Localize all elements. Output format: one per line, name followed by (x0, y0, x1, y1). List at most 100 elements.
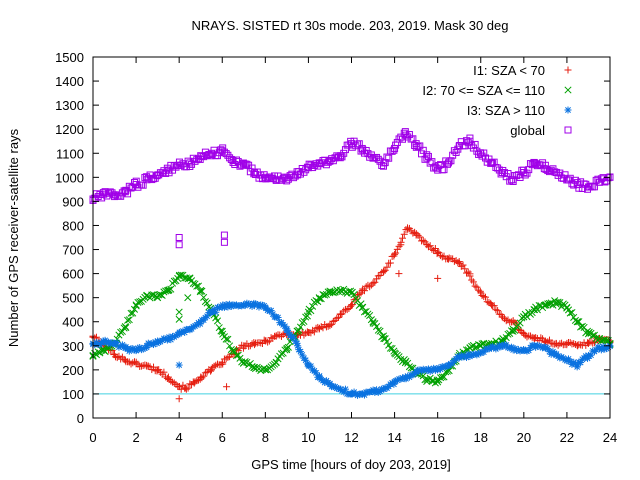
x-tick-label: 10 (301, 430, 315, 445)
outliers-i1 (175, 270, 442, 403)
y-tick-label: 100 (62, 387, 84, 402)
trace-point (262, 366, 270, 374)
trace-point (435, 249, 443, 257)
trace-point (130, 305, 139, 313)
trace-point (545, 336, 553, 344)
trace-point (232, 352, 241, 360)
trace-point (156, 290, 164, 299)
trace-point (468, 276, 476, 284)
y-axis-label: Number of GPS receiver-satellite rays (6, 128, 21, 347)
trace-point (234, 351, 242, 359)
trace-point (507, 318, 515, 326)
trace-point (482, 293, 490, 301)
trace-point (143, 361, 151, 369)
trace-point (385, 154, 393, 162)
trace-point (296, 323, 305, 331)
outlier-point (220, 231, 228, 239)
trace-point (333, 314, 341, 322)
trace-point (492, 306, 500, 314)
trace-point (355, 290, 363, 298)
trace-point (329, 317, 337, 325)
legend-item-i2: I2: 70 <= SZA <= 110 (422, 83, 572, 98)
trace-point (381, 266, 389, 274)
trace-point (366, 283, 374, 291)
trace-point (433, 376, 441, 384)
trace-point (200, 372, 208, 380)
trace-point (386, 259, 394, 267)
legend-item-global: global (510, 123, 572, 138)
outlier-point (434, 274, 442, 282)
trace-point (464, 268, 472, 276)
trace-point (213, 317, 222, 325)
legend-marker (564, 86, 572, 94)
x-tick-labels: 0 2 4 6 8 10 12 14 16 18 20 22 24 (89, 430, 617, 445)
trace-point (404, 225, 412, 233)
x-tick-label: 2 (132, 430, 139, 445)
legend-label: global (510, 123, 545, 138)
trace-point (379, 162, 387, 170)
trace-point (476, 287, 484, 295)
trace-point (523, 169, 531, 177)
trace-point (499, 313, 507, 321)
trace-point (494, 307, 502, 315)
outliers-i3 (175, 361, 183, 369)
trace-point (238, 341, 246, 349)
legend-marker (564, 126, 572, 134)
trace-point (438, 373, 446, 381)
trace-point (480, 149, 488, 157)
outlier-point (395, 270, 403, 278)
x-tick-label: 22 (560, 430, 574, 445)
x-tick-label: 0 (89, 430, 96, 445)
trace-point (426, 242, 434, 250)
trace-point (267, 334, 275, 342)
trace-point (236, 354, 244, 362)
trace-point (226, 342, 234, 350)
trace-point (526, 332, 534, 340)
y-tick-label: 300 (62, 339, 84, 354)
trace-point (568, 308, 576, 317)
trace-point (182, 274, 190, 282)
y-tick-label: 1300 (55, 98, 84, 113)
trace-point (437, 252, 445, 260)
trace-point (466, 134, 474, 142)
y-tick-label: 1200 (55, 122, 84, 137)
data-point (218, 327, 226, 335)
trace-point (359, 303, 367, 311)
trace-point (139, 181, 147, 189)
trace-point (523, 313, 531, 321)
x-tick-label: 20 (517, 430, 531, 445)
trace-point (516, 319, 524, 327)
trace-point (428, 245, 436, 253)
trace-point (545, 299, 554, 307)
trace-point (554, 298, 562, 306)
trace-point (412, 230, 420, 238)
trace-point (212, 308, 220, 316)
trace-point (475, 286, 483, 294)
trace-point (445, 254, 453, 262)
trace-point (224, 353, 232, 361)
x-tick-label: 24 (603, 430, 617, 445)
x-tick-label: 12 (344, 430, 358, 445)
trace-point (483, 298, 491, 306)
outliers-i2 (175, 294, 192, 323)
trace-point (207, 367, 215, 375)
trace-point (374, 326, 382, 334)
outlier-point (184, 294, 192, 302)
y-axis: 0 100 200 300 400 500 600 700 800 900 1000 1100 1200… (6, 50, 84, 426)
trace-point (120, 324, 128, 332)
trace-point (129, 309, 137, 317)
trace-point (300, 317, 308, 325)
trace-point (338, 310, 346, 318)
y-tick-label: 400 (62, 315, 84, 330)
axis-ticks (92, 56, 611, 419)
trace-point (402, 375, 410, 383)
trace-point (473, 283, 481, 291)
outlier-point (175, 361, 183, 369)
series-global (89, 128, 614, 204)
trace-point (485, 299, 493, 307)
y-tick-label: 1500 (55, 50, 84, 65)
trace-point (471, 140, 479, 148)
trace-point (340, 149, 348, 157)
trace-point (194, 282, 203, 290)
outliers-global (175, 231, 228, 249)
